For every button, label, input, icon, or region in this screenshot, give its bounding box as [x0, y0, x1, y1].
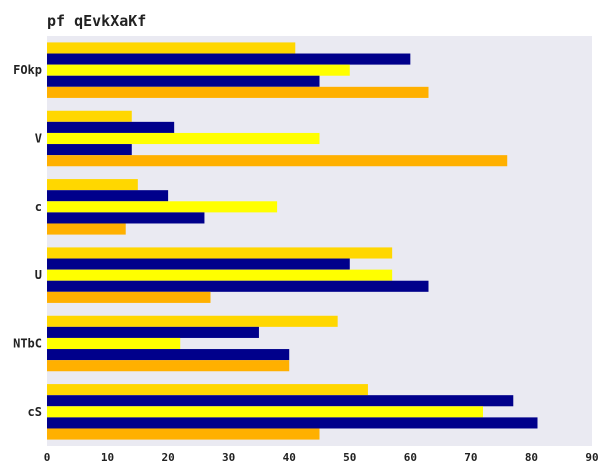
- bar-U-s1: [47, 247, 393, 259]
- x-tick-label: 50: [343, 451, 356, 464]
- bars-group: [47, 42, 538, 440]
- category-label: NTbC: [13, 337, 42, 351]
- bar-V-s3: [47, 132, 320, 145]
- category-label: FOkp: [13, 63, 42, 77]
- x-tick-label: 20: [161, 451, 174, 464]
- bar-V-s4: [47, 144, 132, 156]
- bar-c-s2: [47, 190, 169, 202]
- bar-FOkp-s4: [47, 75, 320, 87]
- bar-NTbC-s3: [47, 337, 181, 350]
- bar-U-s3: [47, 269, 393, 281]
- bar-FOkp-s1: [47, 42, 296, 54]
- x-tick-labels: 0 10 20 30 40 50 60 70 80 90: [44, 451, 599, 464]
- bar-NTbC-s1: [47, 315, 338, 327]
- chart-title: pf qEvkXaKf: [47, 12, 146, 30]
- bar-U-s5: [47, 291, 211, 303]
- bar-V-s2: [47, 121, 175, 133]
- bar-U-s2: [47, 258, 350, 270]
- category-label: c: [35, 200, 42, 214]
- x-tick-label: 10: [101, 451, 114, 464]
- bar-cS-s5: [47, 428, 320, 440]
- bar-cS-s3: [47, 406, 483, 418]
- bar-U-s4: [47, 280, 429, 292]
- bar-c-s3: [47, 201, 278, 213]
- bar-c-s1: [47, 179, 138, 191]
- bar-c-s4: [47, 212, 205, 224]
- x-tick-label: 60: [404, 451, 417, 464]
- category-label: cS: [28, 405, 42, 419]
- x-tick-label: 70: [464, 451, 477, 464]
- bar-V-s5: [47, 155, 508, 167]
- category-label: V: [35, 132, 42, 146]
- bar-FOkp-s3: [47, 64, 350, 76]
- bar-cS-s4: [47, 417, 538, 429]
- bar-NTbC-s5: [47, 360, 290, 372]
- plot-area: [47, 36, 592, 446]
- category-label: U: [35, 268, 42, 282]
- bar-V-s1: [47, 110, 132, 122]
- bar-cS-s1: [47, 384, 368, 396]
- bar-FOkp-s2: [47, 53, 411, 65]
- x-tick-label: 30: [222, 451, 235, 464]
- x-tick-label: 90: [585, 451, 598, 464]
- bar-FOkp-s5: [47, 86, 429, 98]
- category-labels: FOkp Vc U NTbC cS: [13, 63, 42, 419]
- bar-c-s5: [47, 223, 126, 235]
- x-tick-label: 0: [44, 451, 51, 464]
- bar-cS-s2: [47, 395, 514, 407]
- bar-NTbC-s4: [47, 349, 290, 361]
- bar-NTbC-s2: [47, 326, 259, 338]
- x-tick-label: 80: [525, 451, 538, 464]
- x-tick-label: 40: [283, 451, 296, 464]
